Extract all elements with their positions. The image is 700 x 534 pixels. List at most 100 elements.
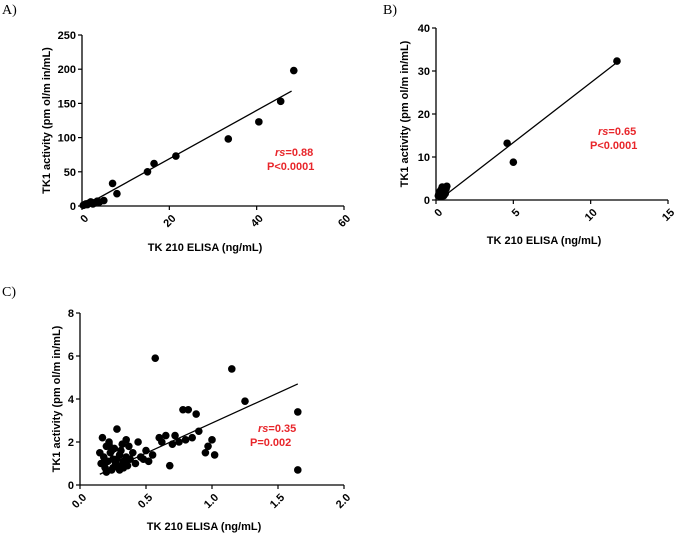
y-tick-label: 50	[64, 167, 76, 179]
data-point	[113, 455, 121, 464]
rs-annotation: rs=0.35	[258, 423, 296, 435]
data-point	[201, 448, 210, 457]
data-point	[224, 135, 233, 143]
y-tick-label: 0	[70, 201, 76, 213]
data-point	[175, 438, 183, 446]
data-point	[228, 365, 236, 373]
x-tick-label: 1.5	[268, 492, 287, 511]
regression-line	[438, 61, 618, 201]
rs-symbol: rs	[275, 147, 285, 159]
data-point	[142, 446, 150, 455]
data-point	[108, 179, 117, 188]
p-value-annotation: P=0.002	[250, 437, 291, 449]
x-tick-label: 0	[78, 213, 91, 226]
data-point	[210, 451, 219, 459]
data-point	[181, 436, 190, 444]
rs-value: =0.65	[608, 126, 636, 138]
data-point	[131, 459, 140, 468]
data-point	[129, 448, 137, 457]
rs-symbol: rs	[598, 126, 608, 138]
x-axis-label: TK 210 ELISA (ng/mL)	[148, 242, 263, 254]
data-point	[109, 464, 117, 472]
data-point	[171, 431, 179, 440]
y-axis-label: TK1 activity (pm ol/m in/mL)	[399, 40, 411, 187]
panel-label: A)	[2, 3, 17, 18]
data-point	[134, 438, 142, 446]
y-axis-label: TK1 activity (pm ol/m in/mL)	[41, 47, 53, 194]
data-point	[276, 97, 285, 106]
y-tick-label: 6	[68, 351, 74, 363]
data-point	[165, 461, 174, 470]
y-tick-label: 200	[58, 64, 76, 76]
data-point	[439, 191, 448, 200]
data-point	[294, 466, 302, 474]
data-point	[294, 408, 302, 416]
data-point	[208, 436, 216, 444]
data-point	[241, 397, 249, 405]
y-tick-label: 100	[58, 133, 76, 145]
x-tick-label: 40	[249, 213, 266, 230]
x-axis-label: TK 210 ELISA (ng/mL)	[487, 235, 602, 247]
y-axis-label: TK1 activity (pm ol/m in/mL)	[51, 325, 63, 472]
data-point	[179, 405, 187, 414]
data-point	[289, 66, 298, 75]
y-tick-label: 8	[68, 308, 74, 320]
x-tick-label: 0.5	[136, 492, 155, 511]
rs-value: =0.35	[268, 423, 296, 435]
data-point	[172, 152, 180, 160]
x-tick-label: 0.0	[70, 492, 89, 511]
x-tick-label: 15	[660, 207, 677, 224]
y-tick-label: 30	[418, 66, 430, 78]
chart-panel-1: A) 0 20 40 60 0 50 100 150 200 250 TK 210 ELISA (ng…	[2, 3, 353, 254]
data-point	[192, 410, 200, 418]
data-point	[126, 455, 134, 464]
data-point	[99, 459, 108, 468]
x-tick-label: 1.0	[202, 492, 221, 511]
data-point	[122, 436, 130, 444]
data-point	[188, 433, 196, 442]
data-point	[113, 425, 121, 433]
data-point	[107, 446, 116, 455]
data-point	[168, 440, 177, 448]
y-tick-label: 0	[424, 195, 430, 207]
data-point	[98, 433, 107, 442]
y-tick-label: 4	[68, 394, 75, 406]
y-tick-label: 150	[58, 98, 76, 110]
data-point	[150, 159, 158, 168]
y-tick-label: 2	[68, 437, 74, 449]
x-tick-label: 2.0	[334, 492, 353, 511]
x-tick-label: 10	[583, 207, 600, 224]
data-point	[117, 446, 125, 455]
data-point	[255, 118, 263, 126]
y-tick-label: 250	[58, 30, 76, 42]
x-tick-label: 0	[432, 207, 445, 220]
rs-value: =0.88	[285, 147, 313, 159]
data-point	[443, 182, 451, 191]
rs-annotation: rs=0.65	[598, 126, 636, 138]
x-tick-label: 20	[161, 213, 178, 230]
data-point	[148, 451, 157, 459]
data-point	[204, 442, 212, 451]
data-point	[162, 431, 170, 440]
data-point	[105, 440, 113, 448]
y-tick-label: 0	[68, 480, 74, 492]
x-axis-label: TK 210 ELISA (ng/mL)	[147, 521, 262, 533]
data-point	[509, 158, 518, 166]
y-tick-label: 20	[418, 109, 430, 121]
rs-symbol: rs	[258, 423, 268, 435]
p-value-annotation: P<0.0001	[267, 161, 314, 173]
data-point	[125, 442, 133, 451]
panel-label: B)	[383, 3, 397, 18]
data-point	[113, 189, 121, 198]
data-point	[195, 427, 203, 436]
y-tick-label: 40	[418, 23, 430, 35]
data-point	[102, 468, 111, 476]
chart-panel-3: C) 0.0 0.5 1.0 1.5 2.0 0 2 4 6 8 TK 210 ELISA (ng/m…	[2, 285, 353, 533]
data-point	[144, 457, 153, 466]
rs-annotation: rs=0.88	[275, 147, 313, 159]
data-point	[119, 464, 128, 472]
x-tick-label: 60	[336, 213, 353, 230]
panel-label: C)	[2, 285, 16, 300]
regression-line	[83, 90, 292, 207]
data-point	[158, 438, 166, 446]
